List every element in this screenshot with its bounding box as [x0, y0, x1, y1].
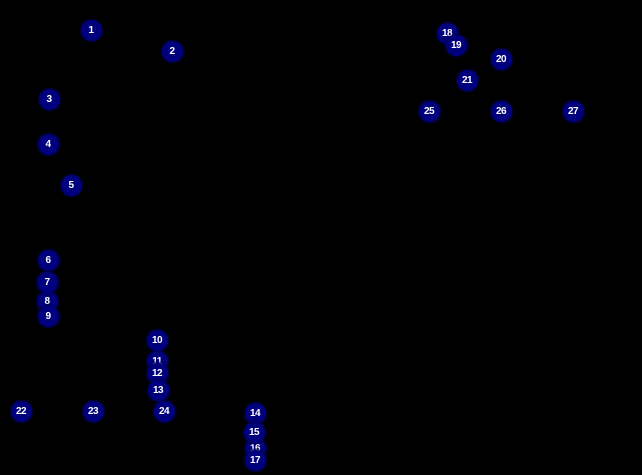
marker-2[interactable]: 2 [161, 40, 183, 62]
marker-24[interactable]: 24 [153, 400, 175, 422]
marker-26[interactable]: 26 [490, 100, 512, 122]
marker-9[interactable]: 9 [37, 305, 59, 327]
marker-13[interactable]: 13 [147, 379, 169, 401]
marker-14[interactable]: 14 [244, 402, 266, 424]
marker-12[interactable]: 12 [146, 362, 168, 384]
marker-15[interactable]: 15 [243, 421, 265, 443]
marker-20[interactable]: 20 [490, 48, 512, 70]
marker-3[interactable]: 3 [38, 88, 60, 110]
marker-10[interactable]: 10 [146, 329, 168, 351]
marker-7[interactable]: 7 [36, 271, 58, 293]
marker-5[interactable]: 5 [60, 174, 82, 196]
marker-25[interactable]: 25 [418, 100, 440, 122]
marker-23[interactable]: 23 [82, 400, 104, 422]
marker-4[interactable]: 4 [37, 133, 59, 155]
marker-27[interactable]: 27 [562, 100, 584, 122]
marker-19[interactable]: 19 [445, 34, 467, 56]
marker-1[interactable]: 1 [80, 19, 102, 41]
marker-6[interactable]: 6 [37, 249, 59, 271]
marker-21[interactable]: 21 [456, 69, 478, 91]
marker-17[interactable]: 17 [244, 449, 266, 471]
marker-22[interactable]: 22 [10, 400, 32, 422]
